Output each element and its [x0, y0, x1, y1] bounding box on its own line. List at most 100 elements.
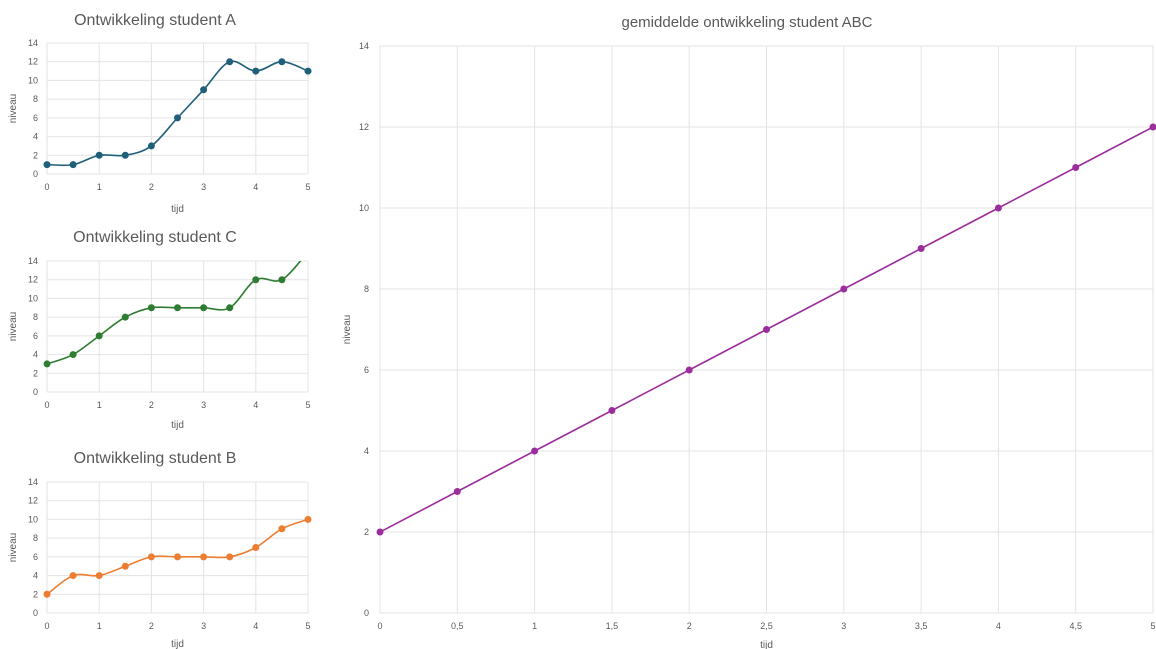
series-line — [46, 60, 309, 167]
x-tick-label: 4 — [253, 621, 258, 631]
data-point — [305, 248, 312, 255]
x-tick-label: 1 — [97, 182, 102, 192]
x-tick-label: 5 — [305, 182, 310, 192]
y-tick-label: 10 — [28, 293, 38, 303]
data-point — [685, 366, 693, 374]
data-point — [147, 553, 155, 561]
data-point — [304, 67, 312, 75]
y-tick-label: 14 — [28, 477, 38, 487]
y-tick-label: 10 — [359, 203, 369, 213]
y-tick-label: 8 — [33, 94, 38, 104]
data-point — [147, 142, 155, 150]
data-point — [376, 528, 384, 536]
x-tick-label: 3 — [201, 621, 206, 631]
x-tick-label: 4 — [253, 400, 258, 410]
x-tick-label: 5 — [305, 400, 310, 410]
y-axis-label: niveau — [8, 94, 19, 123]
x-tick-label: 3 — [201, 182, 206, 192]
data-point — [252, 276, 260, 284]
y-tick-label: 0 — [33, 387, 38, 397]
data-point — [200, 304, 208, 312]
data-point — [121, 151, 129, 159]
data-point — [121, 562, 129, 570]
x-tick-label: 2 — [149, 400, 154, 410]
y-tick-label: 8 — [33, 312, 38, 322]
y-tick-label: 6 — [33, 113, 38, 123]
x-tick-label: 5 — [1150, 621, 1155, 631]
x-tick-label: 1 — [97, 400, 102, 410]
data-point — [278, 58, 286, 66]
y-tick-label: 12 — [28, 57, 38, 67]
data-point — [121, 313, 129, 321]
x-tick-label: 2 — [687, 621, 692, 631]
y-tick-label: 0 — [33, 169, 38, 179]
data-point — [43, 360, 51, 368]
y-tick-label: 8 — [364, 284, 369, 294]
x-axis-label: tijd — [171, 420, 184, 431]
y-axis-label: niveau — [342, 315, 353, 344]
data-point — [200, 553, 208, 561]
data-point — [1072, 164, 1080, 171]
y-tick-label: 4 — [33, 571, 38, 581]
x-tick-label: 0 — [44, 400, 49, 410]
y-axis-label: niveau — [8, 312, 19, 341]
series-group — [43, 248, 312, 368]
x-axis-label: tijd — [760, 640, 773, 649]
data-point — [840, 285, 848, 293]
x-tick-label: 1 — [532, 621, 537, 631]
data-point — [69, 161, 77, 169]
data-point — [95, 151, 103, 159]
chart-title: Ontwikkeling student B — [74, 450, 237, 467]
x-tick-label: 0 — [377, 621, 382, 631]
y-tick-label: 14 — [359, 41, 369, 51]
y-tick-label: 6 — [33, 552, 38, 562]
data-point — [226, 553, 234, 561]
y-tick-label: 6 — [33, 331, 38, 341]
y-tick-label: 2 — [33, 589, 38, 599]
y-tick-label: 4 — [33, 132, 38, 142]
data-point — [763, 326, 770, 333]
series-group — [376, 123, 1156, 536]
data-point — [95, 332, 103, 340]
data-point — [252, 544, 260, 551]
data-point — [994, 204, 1002, 212]
series-group — [43, 515, 312, 598]
y-tick-label: 2 — [364, 527, 369, 537]
data-point — [174, 553, 181, 561]
y-axis-label: niveau — [8, 533, 19, 562]
data-point — [95, 572, 103, 580]
data-point — [1149, 123, 1156, 131]
chart-average-abc: 0 2 4 6 8 10 12 14 0 0,5 1 1,5 2 2,5 3 3,5 4 4,5 5 gemiddel… — [342, 14, 1156, 649]
x-tick-label: 2 — [149, 621, 154, 631]
x-tick-label: 0,5 — [451, 621, 464, 631]
y-tick-label: 12 — [28, 496, 38, 506]
data-point — [69, 351, 77, 359]
data-point — [43, 590, 51, 598]
data-point — [278, 276, 286, 284]
y-tick-label: 4 — [364, 446, 369, 456]
data-point — [304, 515, 312, 523]
data-point — [917, 245, 925, 252]
y-tick-label: 14 — [28, 256, 38, 266]
series-group — [43, 58, 312, 169]
data-point — [453, 488, 461, 495]
y-tick-label: 0 — [33, 608, 38, 618]
data-point — [226, 304, 234, 312]
x-tick-label: 4 — [253, 182, 258, 192]
x-tick-label: 4 — [996, 621, 1001, 631]
y-tick-label: 12 — [28, 275, 38, 285]
chart-title: Ontwikkeling student C — [73, 229, 237, 246]
y-tick-label: 4 — [33, 350, 38, 360]
chart-title: Ontwikkeling student A — [74, 12, 236, 29]
x-tick-label: 4,5 — [1069, 621, 1082, 631]
y-tick-label: 8 — [33, 533, 38, 543]
data-point — [174, 114, 181, 122]
data-point — [531, 447, 539, 455]
data-point — [174, 304, 181, 312]
data-point — [252, 67, 260, 75]
x-tick-label: 1,5 — [606, 621, 619, 631]
x-tick-label: 0 — [44, 621, 49, 631]
